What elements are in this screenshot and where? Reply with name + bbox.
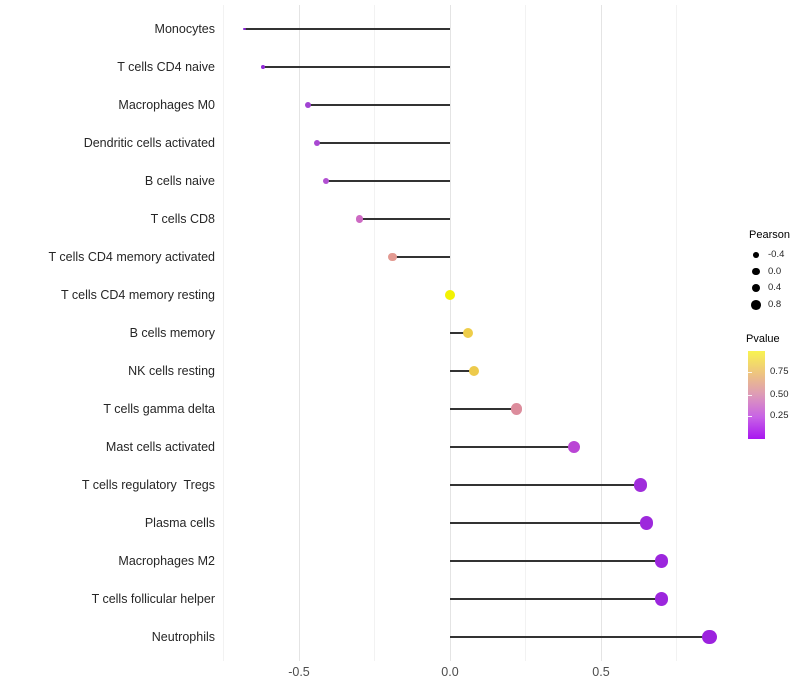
- x-axis-tick-label: 0.0: [441, 665, 459, 679]
- pvalue-colorbar: [748, 351, 765, 439]
- x-axis-tick-label: 0.5: [592, 665, 610, 679]
- size-legend-key-dot: [753, 252, 759, 258]
- major-gridline: [600, 5, 602, 661]
- color-legend-title: Pvalue: [746, 333, 780, 345]
- minor-gridline: [676, 5, 677, 661]
- lollipop-dot: [388, 252, 397, 262]
- lollipop-dot: [654, 592, 669, 606]
- category-label: T cells CD4 naive: [117, 60, 215, 74]
- lollipop-stem: [262, 66, 450, 68]
- lollipop-dot: [567, 440, 580, 454]
- lollipop-stem: [450, 522, 647, 524]
- lollipop-stem: [244, 28, 450, 30]
- lollipop-stem: [450, 370, 475, 372]
- colorbar-tick: [748, 416, 752, 418]
- category-label: Macrophages M0: [118, 98, 215, 112]
- category-label: Neutrophils: [151, 630, 215, 644]
- category-label: Mast cells activated: [105, 440, 215, 454]
- lollipop-dot: [633, 478, 647, 492]
- lollipop-stem: [450, 560, 662, 562]
- lollipop-dot: [468, 365, 480, 377]
- category-label: B cells memory: [129, 326, 215, 340]
- category-label: Macrophages M2: [118, 554, 215, 568]
- category-label: T cells CD4 memory resting: [61, 288, 215, 302]
- colorbar-tick: [748, 372, 752, 373]
- colorbar-tick-label: 0.25: [770, 410, 789, 422]
- colorbar-tick-label: 0.75: [770, 366, 789, 377]
- lollipop-stem: [450, 408, 517, 410]
- category-label: T cells gamma delta: [103, 402, 215, 416]
- colorbar-tick-label: 0.50: [770, 388, 789, 400]
- size-legend-key-label: 0.4: [768, 282, 782, 294]
- category-label: T cells CD4 memory activated: [48, 250, 216, 264]
- category-label: Monocytes: [154, 22, 215, 36]
- category-label: Dendritic cells activated: [83, 136, 215, 150]
- lollipop-stem: [450, 332, 469, 334]
- size-legend-key-dot: [751, 300, 761, 310]
- category-label: T cells regulatory Tregs: [81, 478, 215, 492]
- lollipop-stem: [450, 484, 641, 486]
- lollipop-dot: [314, 139, 321, 147]
- lollipop-stem: [392, 256, 450, 258]
- lollipop-stem: [308, 104, 450, 106]
- lollipop-stem: [326, 180, 450, 182]
- size-legend-key-label: 0.8: [768, 299, 782, 310]
- x-axis-tick-label: -0.5: [288, 665, 310, 679]
- size-legend-key-label: 0.0: [768, 265, 782, 277]
- lollipop-dot: [510, 403, 523, 415]
- lollipop-dot: [355, 215, 364, 223]
- size-legend-key-label: -0.4: [768, 249, 785, 260]
- category-label: T cells CD8: [150, 212, 215, 226]
- lollipop-stem: [450, 636, 710, 638]
- major-gridline: [298, 5, 300, 661]
- colorbar-tick: [748, 394, 752, 396]
- lollipop-dot: [654, 554, 669, 568]
- minor-gridline: [223, 5, 224, 661]
- category-label: B cells naive: [144, 174, 215, 188]
- category-label: NK cells resting: [128, 364, 215, 378]
- lollipop-stem: [450, 598, 662, 600]
- lollipop-dot: [260, 65, 265, 69]
- lollipop-dot: [463, 327, 474, 339]
- lollipop-dot: [445, 290, 455, 300]
- lollipop-dot: [639, 516, 654, 530]
- size-legend-title: Pearson: [749, 229, 790, 241]
- size-legend-key-dot: [751, 284, 761, 293]
- lollipop-dot: [702, 629, 717, 645]
- lollipop-stem: [359, 218, 450, 220]
- category-label: T cells follicular helper: [91, 592, 215, 606]
- lollipop-stem: [317, 142, 450, 144]
- minor-gridline: [525, 5, 526, 661]
- lollipop-stem: [450, 446, 574, 448]
- minor-gridline: [374, 5, 375, 661]
- lollipop-dot: [243, 27, 246, 31]
- lollipop-dot: [305, 102, 311, 108]
- lollipop-dot: [322, 177, 330, 185]
- category-label: Plasma cells: [144, 516, 215, 530]
- size-legend-key-dot: [752, 268, 760, 276]
